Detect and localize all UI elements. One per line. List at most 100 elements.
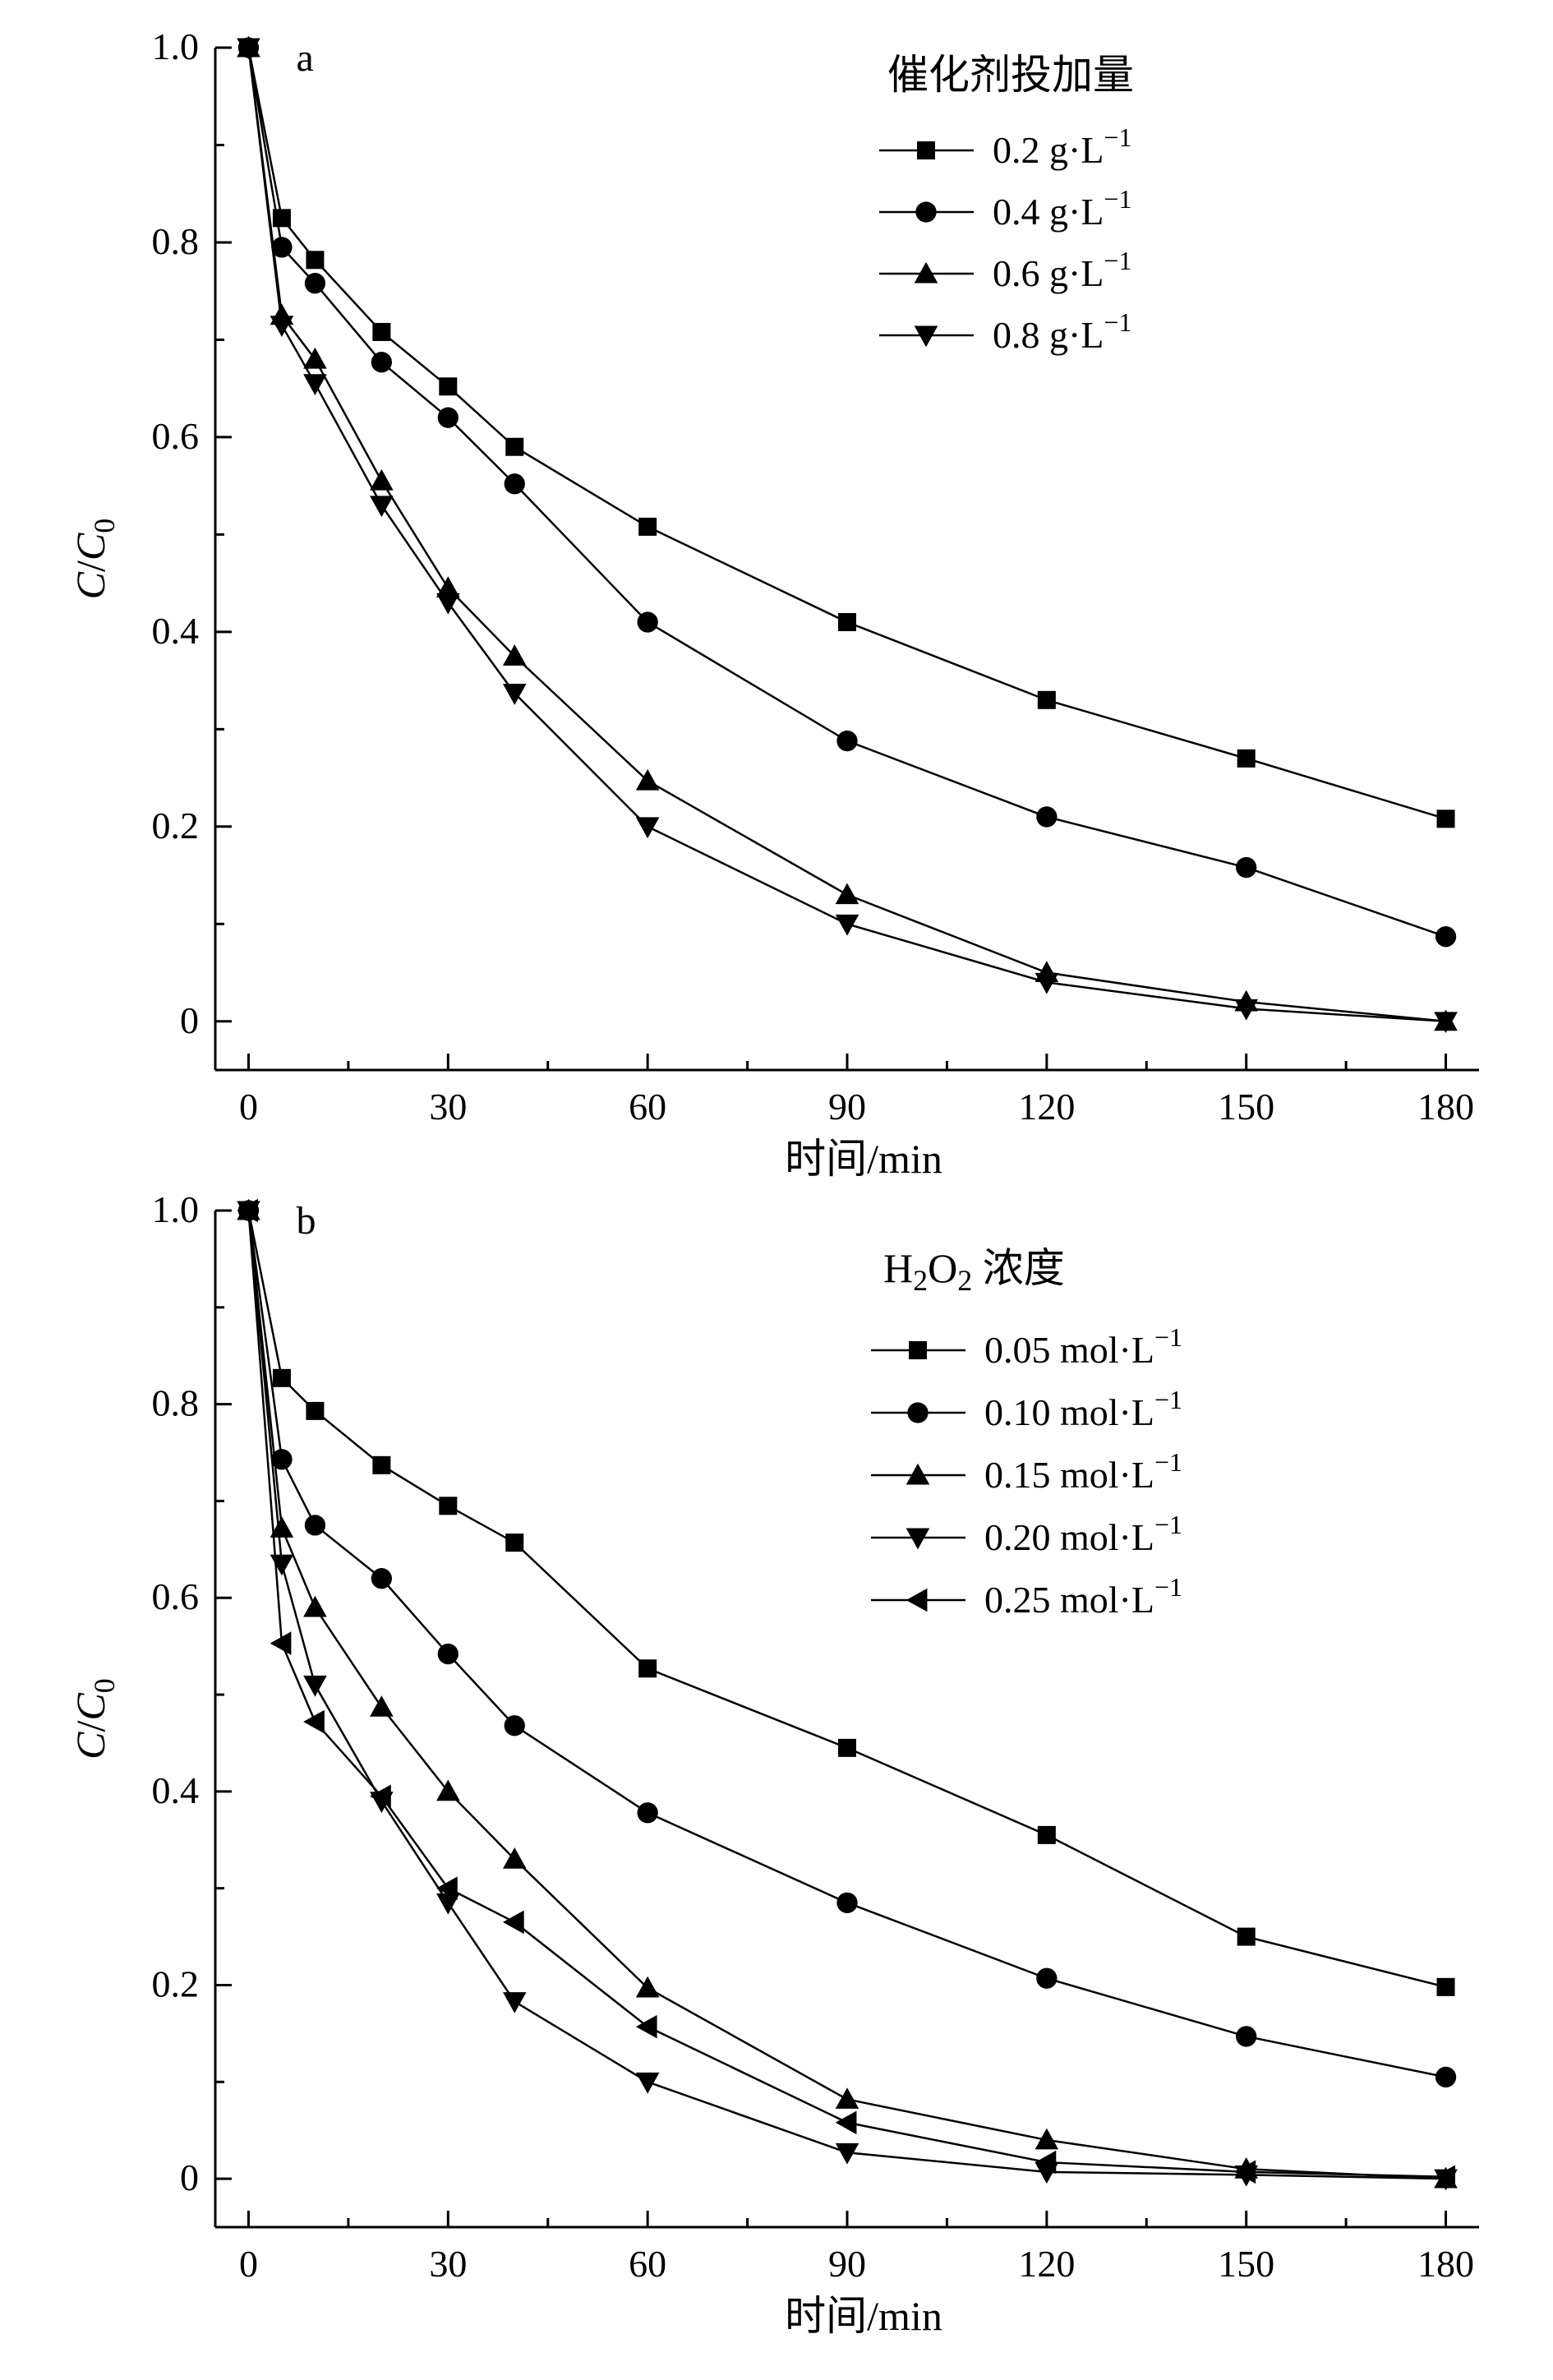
y-axis-title-c: C — [67, 1732, 113, 1760]
y-axis-title-slash: / — [67, 560, 113, 572]
y-tick-label: 1.0 — [152, 25, 200, 67]
legend-marker — [907, 1402, 929, 1423]
x-axis-title: 时间/min — [785, 2293, 942, 2339]
data-point — [437, 1643, 459, 1665]
chart-panel-b: 0 0.2 0.4 0.6 0.8 1.0 0 30 60 90 120 150 180 时间/min C/… — [67, 1188, 1479, 2339]
y-tick-label: 0.2 — [152, 1963, 200, 2004]
data-point — [306, 1401, 325, 1420]
data-point — [838, 1738, 856, 1757]
x-tick-label: 120 — [1018, 1086, 1075, 1128]
series-line — [247, 1210, 1446, 2180]
data-point — [436, 593, 460, 615]
y-tick-label: 0 — [180, 2156, 199, 2198]
legend-item: 0.05 mol·L−1 — [871, 1322, 1182, 1371]
legend-label: 0.25 mol·L−1 — [984, 1572, 1182, 1621]
y-axis-title: C/C0 — [67, 519, 121, 600]
y-axis-title: C/C0 — [67, 1678, 121, 1760]
data-point — [372, 1455, 391, 1474]
data-point — [1237, 749, 1256, 768]
y-tick-label: 1.0 — [152, 1188, 200, 1230]
data-point — [835, 914, 859, 936]
series-line — [247, 1210, 1446, 2078]
data-point — [303, 1595, 327, 1617]
x-tick-label: 90 — [828, 2243, 866, 2285]
x-tick-label: 60 — [629, 2243, 666, 2285]
legend-label: 0.20 mol·L−1 — [984, 1510, 1182, 1558]
legend-marker — [909, 1341, 927, 1359]
data-point — [436, 1893, 460, 1915]
legend-label: 0.15 mol·L−1 — [984, 1447, 1182, 1496]
x-tick-label: 60 — [629, 1086, 666, 1128]
x-tick-label: 180 — [1417, 1086, 1474, 1128]
data-point — [1036, 1967, 1058, 1989]
data-point — [502, 1992, 527, 2013]
data-point — [1035, 972, 1059, 994]
legend-item: 0.2 g·L−1 — [879, 122, 1131, 171]
data-point — [303, 347, 327, 369]
legend-item: 0.25 mol·L−1 — [871, 1572, 1182, 1621]
legend-item: 0.10 mol·L−1 — [871, 1385, 1182, 1433]
x-tick-label: 150 — [1218, 2243, 1274, 2285]
data-point — [371, 352, 393, 373]
series-5 — [237, 1198, 1455, 2189]
legend-label: 0.2 g·L−1 — [993, 122, 1131, 171]
panel-label: b — [296, 1199, 316, 1243]
data-point — [1434, 1012, 1458, 1034]
series-1 — [239, 39, 1455, 828]
data-point — [1037, 1825, 1056, 1844]
y-tick-label: 0.2 — [152, 805, 200, 846]
legend-label-text: 0.05 mol·L — [984, 1329, 1154, 1371]
data-point — [436, 1876, 458, 1900]
data-point — [372, 322, 391, 341]
legend-label-text: 0.25 mol·L — [984, 1579, 1154, 1621]
legend-title: 催化剂投加量 — [887, 52, 1134, 98]
data-point — [1434, 2165, 1455, 2189]
x-tick-label: 0 — [239, 2243, 258, 2285]
series-4 — [237, 38, 1458, 1034]
legend-label-text: 0.2 g·L — [993, 129, 1104, 171]
legend-title-sub: 2 — [957, 1264, 972, 1297]
data-point — [303, 1709, 325, 1734]
data-point — [304, 273, 326, 294]
y-tick-label: 0 — [180, 999, 199, 1041]
legend-marker — [906, 1528, 930, 1550]
data-point — [505, 1534, 524, 1552]
legend-label: 0.10 mol·L−1 — [984, 1385, 1182, 1433]
legend-marker — [914, 261, 938, 284]
data-point — [1236, 2026, 1257, 2047]
legend-label-sup: −1 — [1154, 1510, 1182, 1539]
data-point — [838, 613, 856, 632]
series-1 — [239, 1202, 1455, 1996]
legend-item: 0.20 mol·L−1 — [871, 1510, 1182, 1558]
data-point — [271, 237, 293, 258]
data-point — [836, 1892, 858, 1913]
data-point — [439, 377, 458, 396]
data-point — [635, 768, 660, 791]
data-point — [237, 1198, 258, 1223]
legend-title: H2O2 浓度 — [883, 1245, 1065, 1297]
data-point — [436, 1779, 460, 1801]
data-point — [272, 1368, 291, 1387]
data-point — [1236, 856, 1257, 879]
legend-label-text: 0.15 mol·L — [984, 1454, 1154, 1496]
data-point — [1234, 2160, 1256, 2184]
data-point — [303, 1675, 327, 1697]
data-point — [502, 1847, 527, 1869]
data-point — [270, 1554, 294, 1576]
data-point — [370, 1784, 391, 1809]
y-tick-label: 0.4 — [152, 610, 200, 652]
y-axis-title-c0: C — [67, 533, 113, 560]
data-point — [1435, 2066, 1457, 2088]
legend-label-text: 0.20 mol·L — [984, 1516, 1154, 1558]
data-point — [638, 1659, 657, 1678]
data-point — [304, 1515, 326, 1536]
legend-item: 0.15 mol·L−1 — [871, 1447, 1182, 1496]
series-3 — [237, 1198, 1458, 2189]
data-point — [635, 817, 660, 839]
legend-label-sup: −1 — [1154, 1385, 1182, 1414]
legend-title-o: O — [928, 1245, 957, 1291]
legend-marker — [915, 201, 937, 223]
legend-label: 0.05 mol·L−1 — [984, 1322, 1182, 1371]
